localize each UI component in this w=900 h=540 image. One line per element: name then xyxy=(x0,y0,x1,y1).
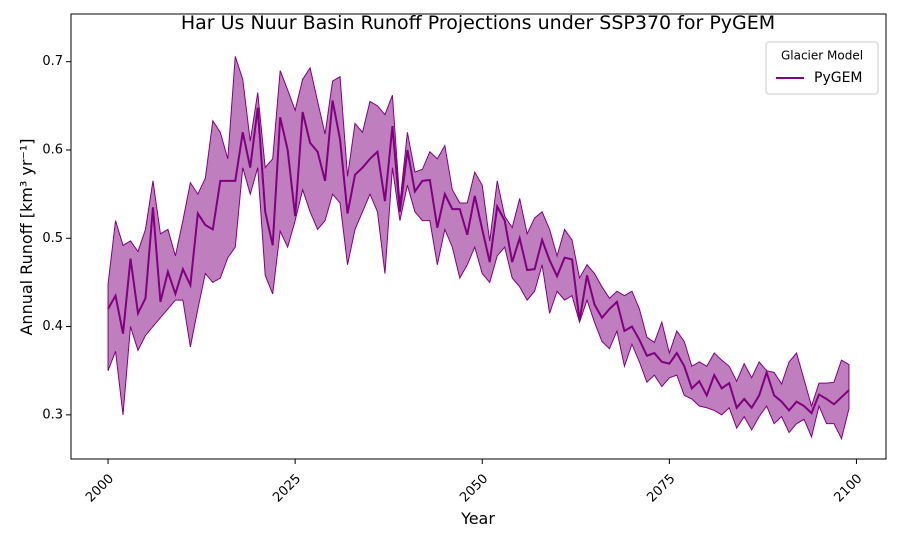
y-tick-label: 0.7 xyxy=(42,54,63,69)
x-axis-label: Year xyxy=(460,509,495,528)
legend-title: Glacier Model xyxy=(781,49,863,63)
y-tick-label: 0.6 xyxy=(42,142,63,157)
y-tick-label: 0.5 xyxy=(42,231,63,246)
legend-box xyxy=(765,41,879,95)
y-axis-label: Annual Runoff [km³ yr⁻¹] xyxy=(17,138,36,335)
y-tick-label: 0.3 xyxy=(42,407,63,422)
uncertainty-band xyxy=(107,56,850,441)
legend-label: PyGEM xyxy=(814,70,863,86)
y-tick-label: 0.4 xyxy=(42,319,63,334)
median-line xyxy=(107,100,850,415)
chart-title: Har Us Nuur Basin Runoff Projections und… xyxy=(181,12,775,34)
plot-frame xyxy=(70,13,887,460)
